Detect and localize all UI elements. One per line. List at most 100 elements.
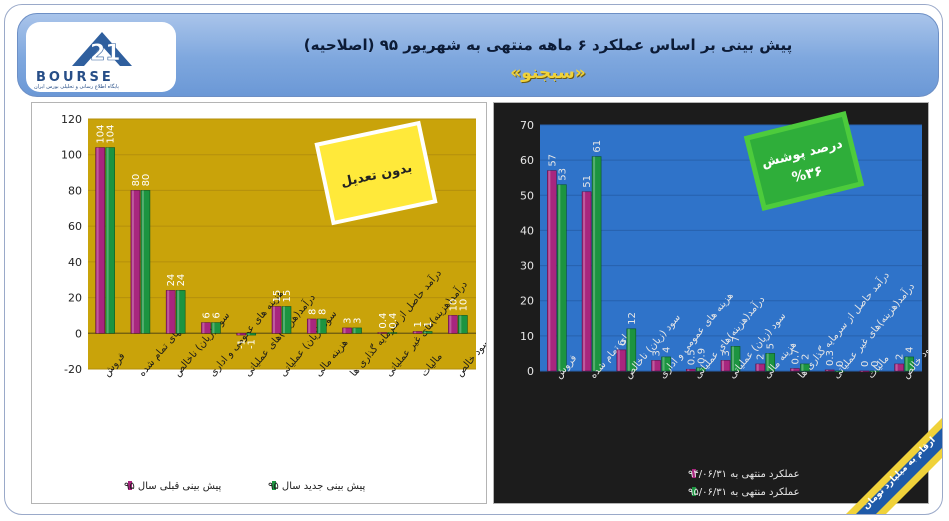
bar-0-6 xyxy=(755,363,766,372)
bar-0-2 xyxy=(616,349,627,372)
bar-face xyxy=(95,147,105,334)
bar-0-0 xyxy=(547,170,557,372)
bar-face xyxy=(271,306,282,334)
value-label: 51 xyxy=(582,175,593,188)
bar-face xyxy=(236,332,247,336)
bar-1-5 xyxy=(281,306,292,334)
value-label: 5 xyxy=(766,343,777,349)
y-tick-label: 40 xyxy=(520,224,534,237)
bar-face xyxy=(904,356,914,372)
value-label: 2 xyxy=(800,354,811,360)
bar-highlight xyxy=(212,322,215,334)
legend-swatch xyxy=(692,469,696,478)
bar-face xyxy=(281,306,292,334)
legend-item-1: پیش بینی جدید سال ۹۵ xyxy=(268,481,366,492)
bar-face xyxy=(720,360,731,372)
bar-1-2 xyxy=(175,290,186,334)
value-label: 0.3 xyxy=(825,350,836,366)
value-label: 1 xyxy=(413,321,424,327)
value-label: 12 xyxy=(627,312,638,325)
value-label: 0 xyxy=(870,361,881,367)
bar-face xyxy=(834,370,845,373)
value-label: 24 xyxy=(166,274,177,287)
value-label: 7 xyxy=(731,336,742,342)
legend-swatch xyxy=(272,481,276,490)
bar-0-1 xyxy=(581,191,592,372)
value-label: 61 xyxy=(592,140,603,153)
logo-word: BOURSE xyxy=(36,70,114,85)
svg-text:21: 21 xyxy=(90,41,121,66)
coverage-box xyxy=(743,110,865,212)
bar-face xyxy=(448,315,458,334)
bar-highlight xyxy=(141,190,144,334)
bar-0-10 xyxy=(448,315,458,334)
bar-highlight xyxy=(905,356,908,371)
logo-mark-icon: 21 xyxy=(72,32,132,66)
bar-highlight xyxy=(627,328,630,371)
legend-label: عملکرد منتهی به ۹۴/۰۶/۳۱ xyxy=(688,469,800,480)
bar-face xyxy=(352,327,362,334)
bar-face xyxy=(824,369,835,372)
company-name: «سبجنو» xyxy=(510,63,586,83)
bar-0-1 xyxy=(130,190,141,334)
y-tick-label: 100 xyxy=(61,149,82,162)
bar-0-9 xyxy=(859,370,870,373)
bar-face xyxy=(626,328,637,372)
value-label: 15 xyxy=(282,290,293,303)
bar-face xyxy=(869,370,880,373)
value-label: 3 xyxy=(343,318,354,324)
bar-highlight xyxy=(756,363,759,371)
bar-highlight xyxy=(593,156,596,371)
right-chart-panel: 0 10 20 30 40 50 60 70 57 53 فروش 51 61 بهای تمام شده… xyxy=(493,102,938,504)
bar-highlight xyxy=(237,333,240,336)
bar-1-5 xyxy=(730,346,741,372)
value-label: 0.5 xyxy=(686,349,697,365)
bar-highlight xyxy=(617,349,620,371)
bar-1-2 xyxy=(626,328,637,372)
bar-0-5 xyxy=(720,360,731,372)
bar-1-9 xyxy=(422,331,433,334)
bar-face xyxy=(765,353,776,372)
value-label: 0.7 xyxy=(790,349,801,365)
bar-highlight xyxy=(697,367,700,371)
bar-0-3 xyxy=(651,360,661,372)
bar-face xyxy=(165,290,176,334)
bar-highlight xyxy=(459,315,462,334)
value-label: 0 xyxy=(860,361,871,367)
bar-highlight xyxy=(388,332,391,334)
bourse-logo: 21 BOURSE پایگاه اطلاع رسانی و تحلیلی بو… xyxy=(26,22,176,92)
bar-1-4 xyxy=(695,367,706,372)
value-label: 104 xyxy=(96,124,107,143)
value-label: 4 xyxy=(905,347,916,353)
bar-0-7 xyxy=(342,327,352,334)
bar-face xyxy=(616,349,627,372)
y-tick-label: 10 xyxy=(520,330,534,343)
value-label: 24 xyxy=(176,274,187,287)
y-tick-label: 60 xyxy=(520,154,534,167)
value-label: 1 xyxy=(423,321,434,327)
bar-highlight xyxy=(558,184,561,371)
bar-face xyxy=(412,331,423,334)
bar-highlight xyxy=(353,327,356,334)
bar-highlight xyxy=(826,369,829,371)
bar-highlight xyxy=(318,319,321,334)
bar-1-8 xyxy=(387,332,398,334)
bar-1-6 xyxy=(316,318,327,334)
bar-0-3 xyxy=(201,322,211,334)
legend-item-0: عملکرد منتهی به ۹۴/۰۶/۳۱ xyxy=(688,469,800,480)
value-label: 6 xyxy=(211,312,222,318)
bar-face xyxy=(730,346,741,372)
value-label: 3 xyxy=(652,350,663,356)
bar-face xyxy=(342,327,352,334)
y-tick-label: 30 xyxy=(520,260,534,273)
header-banner: 21 BOURSE پایگاه اطلاع رسانی و تحلیلی بو… xyxy=(17,13,939,97)
bar-1-8 xyxy=(834,370,845,373)
bar-face xyxy=(458,315,468,334)
y-tick-label: 0 xyxy=(527,365,534,378)
bar-highlight xyxy=(836,371,839,372)
value-label: 53 xyxy=(557,168,568,181)
bar-highlight xyxy=(870,371,873,372)
bar-face xyxy=(651,360,661,372)
